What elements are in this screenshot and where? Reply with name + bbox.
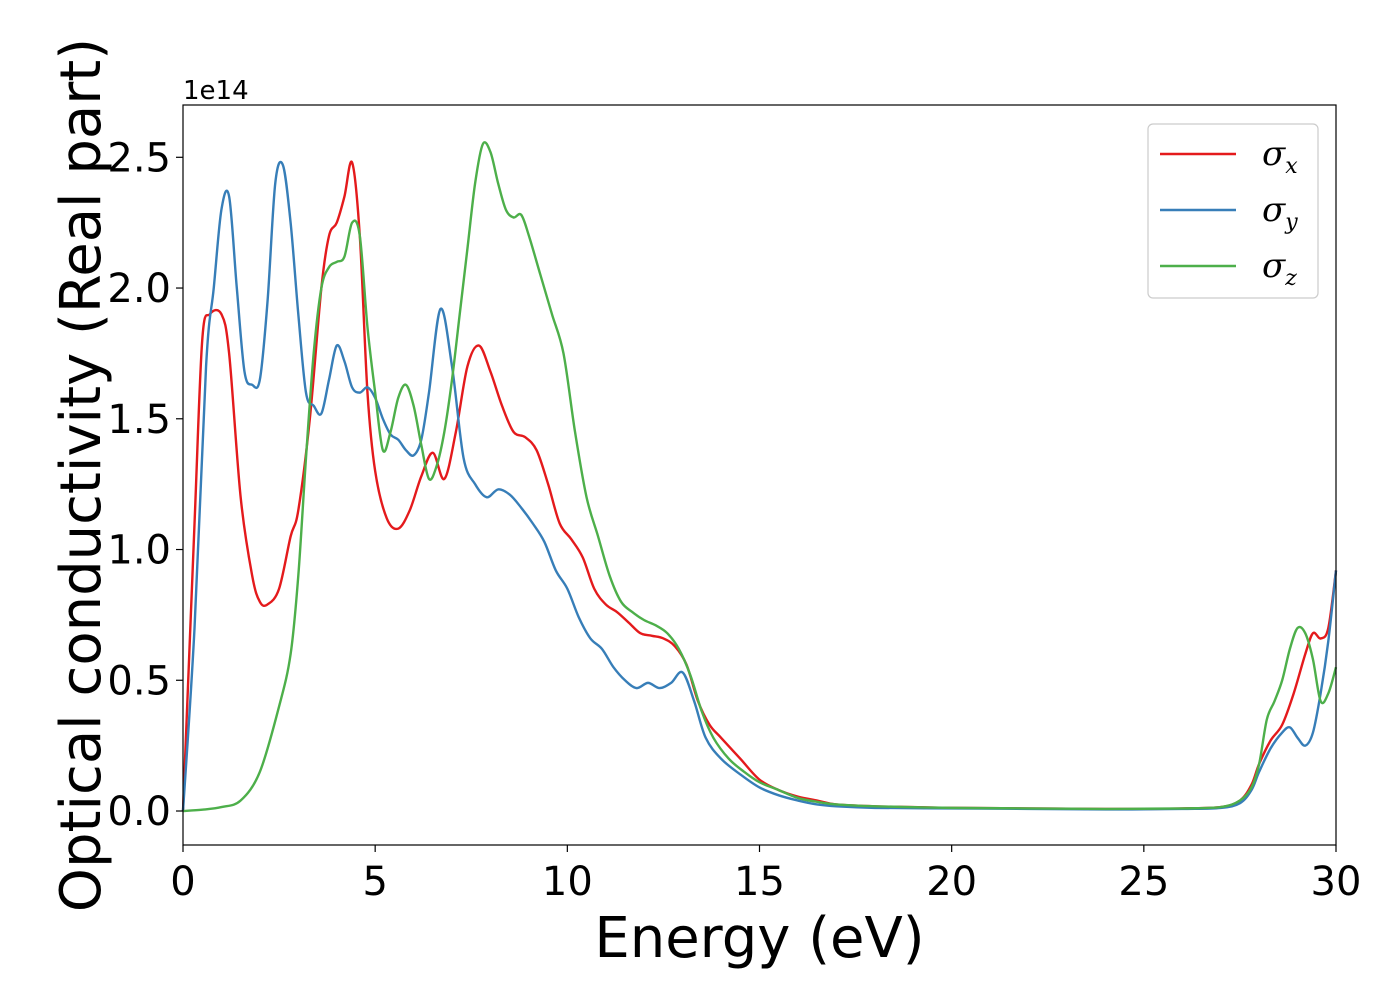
series-layer <box>181 141 1338 813</box>
legend-label-x: σx <box>1262 134 1298 179</box>
y-axis-title: Optical conductivity (Real part) <box>49 38 114 912</box>
y-tick-label: 0.5 <box>107 658 171 704</box>
y-tick-label: 1.5 <box>107 397 171 443</box>
legend-label-y: σy <box>1262 190 1298 235</box>
x-tick-label: 20 <box>926 859 977 905</box>
legend: σx σy σz <box>1147 123 1319 299</box>
x-tick-label: 0 <box>170 859 195 905</box>
y-offset-text: 1e14 <box>183 76 249 106</box>
x-tick-label: 30 <box>1311 859 1362 905</box>
y-tick-label: 2.5 <box>107 135 171 181</box>
y-tick-label: 2.0 <box>107 266 171 312</box>
x-tick-label: 25 <box>1118 859 1169 905</box>
series-line-z <box>182 141 1338 813</box>
ticks-layer: 0 5 10 15 20 25 30 0.0 0.5 1.0 1.5 2.0 2.5 <box>107 135 1361 905</box>
y-tick-label: 0.0 <box>107 789 171 835</box>
x-tick-label: 10 <box>542 859 593 905</box>
x-axis-title: Energy (eV) <box>594 906 924 971</box>
x-tick-label: 15 <box>734 859 785 905</box>
legend-label-z: σz <box>1262 246 1297 291</box>
y-tick-label: 1.0 <box>107 528 171 574</box>
x-tick-label: 5 <box>362 859 387 905</box>
